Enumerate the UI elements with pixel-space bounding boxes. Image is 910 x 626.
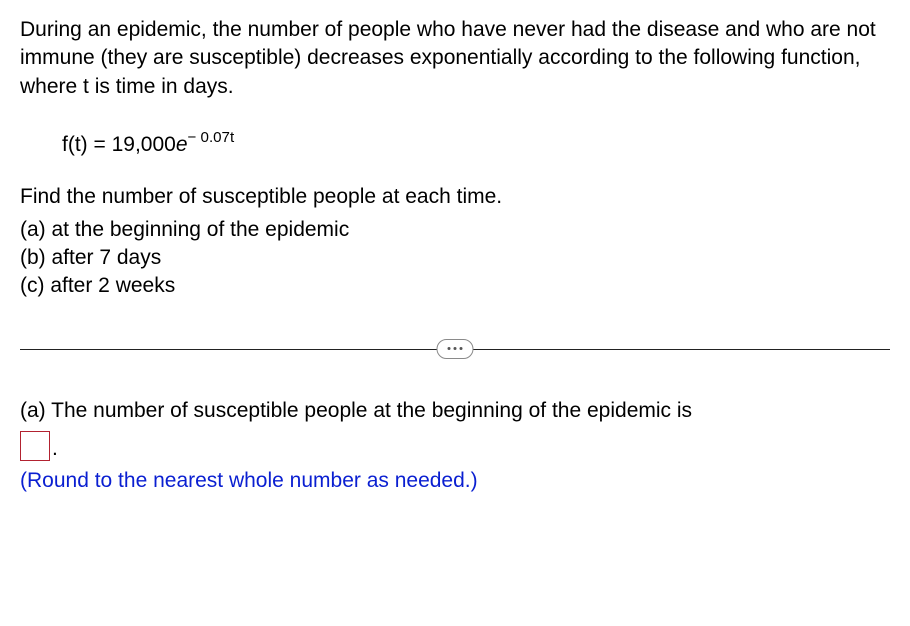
- part-a: (a) at the beginning of the epidemic: [20, 216, 890, 244]
- answer-period: .: [52, 437, 58, 460]
- ellipsis-icon: [448, 347, 451, 350]
- formula-exponent: − 0.07t: [188, 129, 235, 146]
- section-divider: [20, 329, 890, 369]
- ellipsis-icon: [460, 347, 463, 350]
- formula: f(t) = 19,000e− 0.07t: [20, 105, 890, 183]
- rounding-hint: (Round to the nearest whole number as ne…: [20, 467, 890, 495]
- answer-a-input[interactable]: [20, 431, 50, 461]
- problem-prompt: Find the number of susceptible people at…: [20, 183, 890, 211]
- part-c: (c) after 2 weeks: [20, 272, 890, 300]
- part-b: (b) after 7 days: [20, 244, 890, 272]
- problem-intro: During an epidemic, the number of people…: [20, 16, 890, 101]
- formula-lhs: f(t) = 19,000: [62, 133, 176, 156]
- formula-base: e: [176, 133, 188, 156]
- answer-a-text: (a) The number of susceptible people at …: [20, 397, 890, 425]
- ellipsis-icon: [454, 347, 457, 350]
- more-button[interactable]: [437, 339, 474, 359]
